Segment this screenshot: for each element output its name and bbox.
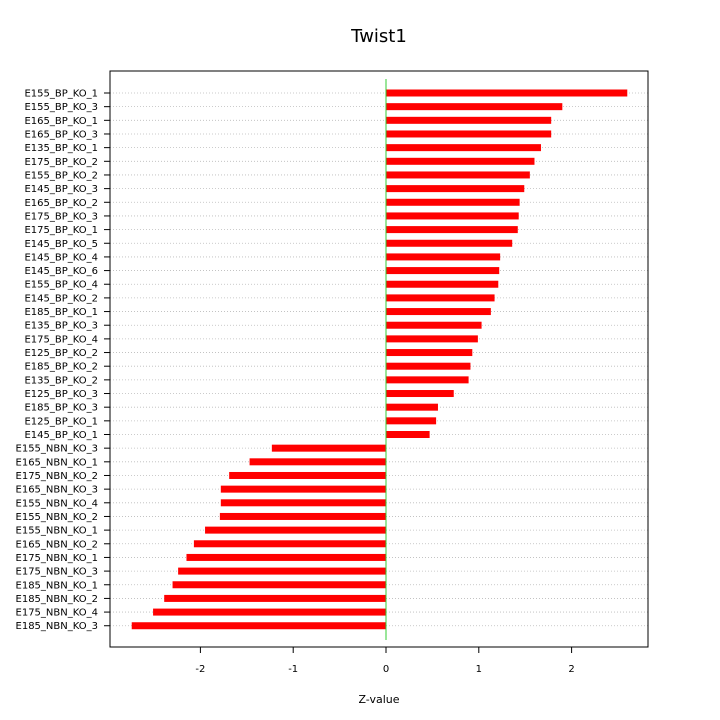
category-label: E165_BP_KO_3 — [24, 129, 98, 140]
bar-E175_NBN_KO_4 — [153, 608, 386, 616]
bar-E135_BP_KO_2 — [386, 376, 469, 384]
category-labels: E155_BP_KO_1 E155_BP_KO_3 E165_BP_KO_1 E165… — [16, 89, 110, 632]
category-label: E175_BP_KO_3 — [24, 211, 98, 222]
x-tick-label: 0 — [383, 664, 389, 675]
category-label: E185_NBN_KO_1 — [16, 580, 98, 591]
category-label: E175_NBN_KO_3 — [16, 567, 98, 578]
category-label: E185_NBN_KO_3 — [16, 621, 98, 632]
bar-E125_BP_KO_3 — [386, 390, 454, 398]
bar-E185_BP_KO_2 — [386, 362, 471, 370]
category-label: E175_NBN_KO_2 — [16, 471, 98, 482]
bar-E165_NBN_KO_3 — [220, 485, 386, 493]
bar-E175_NBN_KO_2 — [229, 471, 386, 479]
category-label: E125_BP_KO_1 — [24, 416, 98, 427]
x-tick-label: -1 — [288, 664, 298, 675]
chart-title: Twist1 — [350, 26, 407, 47]
bar-E155_NBN_KO_2 — [219, 512, 386, 520]
category-label: E175_BP_KO_4 — [24, 334, 98, 345]
category-label: E135_BP_KO_1 — [24, 143, 98, 154]
category-label: E155_NBN_KO_3 — [16, 444, 98, 455]
bar-E135_BP_KO_1 — [386, 144, 541, 152]
category-label: E165_BP_KO_1 — [24, 116, 98, 127]
bar-E155_NBN_KO_3 — [271, 444, 386, 452]
bar-E185_NBN_KO_1 — [172, 581, 386, 589]
bar-E165_BP_KO_3 — [386, 130, 552, 138]
category-label: E145_BP_KO_3 — [24, 184, 98, 195]
category-label: E165_BP_KO_2 — [24, 198, 98, 209]
category-label: E175_BP_KO_1 — [24, 225, 98, 236]
bar-E145_BP_KO_6 — [386, 267, 500, 275]
bar-E145_BP_KO_2 — [386, 294, 495, 302]
category-label: E185_BP_KO_3 — [24, 403, 98, 414]
bar-E145_BP_KO_1 — [386, 431, 430, 438]
bar-E165_BP_KO_1 — [386, 116, 552, 124]
category-label: E145_BP_KO_5 — [24, 239, 98, 250]
category-label: E155_BP_KO_1 — [24, 89, 98, 100]
category-label: E185_NBN_KO_2 — [16, 594, 98, 605]
bar-E165_NBN_KO_1 — [249, 458, 386, 466]
category-label: E175_NBN_KO_4 — [16, 608, 98, 619]
bar-E185_NBN_KO_3 — [131, 622, 386, 630]
category-label: E145_BP_KO_6 — [24, 266, 98, 277]
bar-E145_BP_KO_5 — [386, 239, 513, 247]
category-label: E175_BP_KO_2 — [24, 157, 98, 168]
bar-E165_NBN_KO_2 — [193, 540, 386, 548]
category-label: E165_NBN_KO_3 — [16, 485, 98, 496]
bar-E175_NBN_KO_3 — [178, 567, 386, 575]
x-tick-label: 1 — [476, 664, 482, 675]
category-label: E125_BP_KO_2 — [24, 348, 98, 359]
bar-E145_BP_KO_4 — [386, 253, 501, 261]
category-label: E135_BP_KO_2 — [24, 375, 98, 386]
category-label: E145_BP_KO_4 — [24, 252, 98, 263]
bar-E155_NBN_KO_1 — [205, 526, 386, 534]
bar-E155_BP_KO_4 — [386, 280, 499, 288]
bar-E185_BP_KO_1 — [386, 308, 491, 316]
category-label: E155_BP_KO_4 — [24, 280, 98, 291]
category-label: E175_NBN_KO_1 — [16, 553, 98, 564]
bar-E155_BP_KO_1 — [386, 89, 628, 97]
category-label: E165_NBN_KO_1 — [16, 457, 98, 468]
bar-E125_BP_KO_1 — [386, 417, 437, 425]
category-label: E155_NBN_KO_4 — [16, 498, 98, 509]
bar-E185_NBN_KO_2 — [164, 594, 386, 602]
category-label: E145_BP_KO_1 — [24, 430, 98, 441]
category-label: E155_BP_KO_2 — [24, 170, 98, 181]
plot-frame — [109, 70, 649, 648]
x-axis: -2 -1 0 1 2 — [195, 647, 575, 675]
bar-E155_NBN_KO_4 — [220, 499, 386, 507]
category-label: E135_BP_KO_3 — [24, 321, 98, 332]
x-tick-label: 2 — [568, 664, 574, 675]
bar-E145_BP_KO_3 — [386, 185, 525, 193]
category-label: E125_BP_KO_3 — [24, 389, 98, 400]
bar-E175_BP_KO_3 — [386, 212, 519, 220]
bars — [131, 89, 628, 630]
bar-E185_BP_KO_3 — [386, 403, 438, 411]
category-label: E185_BP_KO_1 — [24, 307, 98, 318]
category-label: E155_NBN_KO_1 — [16, 526, 98, 537]
bar-E175_BP_KO_2 — [386, 157, 535, 165]
bar-E165_BP_KO_2 — [386, 198, 520, 206]
category-label: E185_BP_KO_2 — [24, 362, 98, 373]
bar-E175_NBN_KO_1 — [186, 553, 386, 561]
category-label: E155_BP_KO_3 — [24, 102, 98, 113]
bar-E175_BP_KO_1 — [386, 226, 518, 234]
bar-E175_BP_KO_4 — [386, 335, 478, 343]
category-label: E145_BP_KO_2 — [24, 293, 98, 304]
bar-E135_BP_KO_3 — [386, 321, 482, 329]
x-tick-label: -2 — [195, 664, 205, 675]
category-label: E165_NBN_KO_2 — [16, 539, 98, 550]
bar-E155_BP_KO_2 — [386, 171, 530, 179]
category-label: E155_NBN_KO_2 — [16, 512, 98, 523]
bar-E125_BP_KO_2 — [386, 349, 473, 357]
x-axis-title: Z-value — [358, 693, 399, 706]
bar-E155_BP_KO_3 — [386, 103, 563, 111]
